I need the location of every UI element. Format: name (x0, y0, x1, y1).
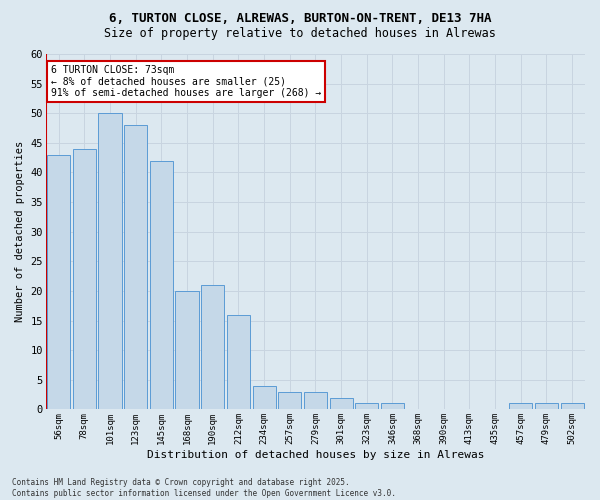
Y-axis label: Number of detached properties: Number of detached properties (15, 141, 25, 322)
Bar (535, 404, 558, 409)
Bar (509, 404, 532, 409)
Bar (560, 404, 584, 409)
Text: 6, TURTON CLOSE, ALREWAS, BURTON-ON-TRENT, DE13 7HA: 6, TURTON CLOSE, ALREWAS, BURTON-ON-TREN… (109, 12, 491, 26)
Bar (98, 113, 122, 410)
Bar (124, 125, 147, 410)
Bar (47, 154, 70, 410)
Bar (329, 398, 353, 409)
Bar (227, 314, 250, 410)
X-axis label: Distribution of detached houses by size in Alrewas: Distribution of detached houses by size … (146, 450, 484, 460)
Bar (73, 149, 96, 409)
Bar (381, 404, 404, 409)
Text: 6 TURTON CLOSE: 73sqm
← 8% of detached houses are smaller (25)
91% of semi-detac: 6 TURTON CLOSE: 73sqm ← 8% of detached h… (51, 64, 322, 98)
Text: Size of property relative to detached houses in Alrewas: Size of property relative to detached ho… (104, 28, 496, 40)
Bar (175, 291, 199, 410)
Text: Contains HM Land Registry data © Crown copyright and database right 2025.
Contai: Contains HM Land Registry data © Crown c… (12, 478, 396, 498)
Bar (304, 392, 327, 409)
Bar (355, 404, 379, 409)
Bar (253, 386, 275, 409)
Bar (201, 285, 224, 410)
Bar (278, 392, 301, 409)
Bar (150, 160, 173, 410)
